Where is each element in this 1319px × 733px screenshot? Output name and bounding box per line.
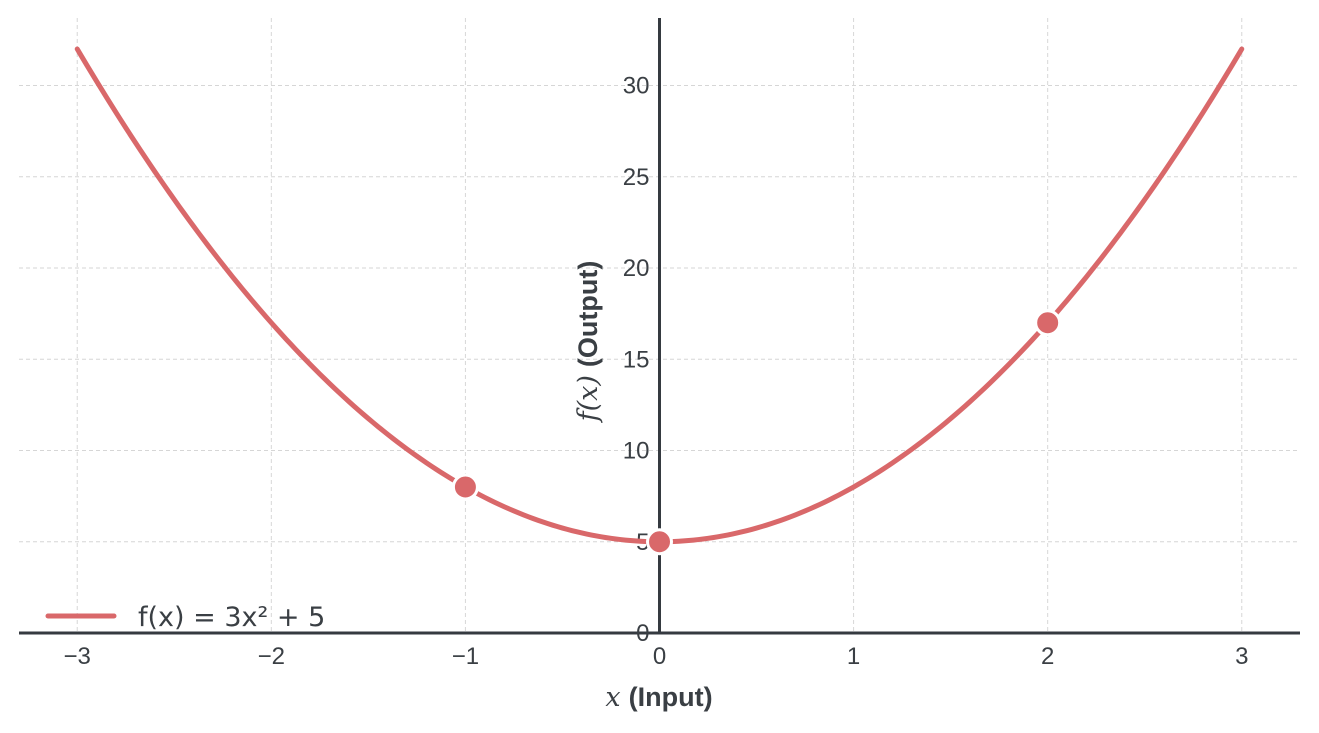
- x-tick-label: −3: [64, 643, 91, 670]
- highlight-points: [451, 309, 1062, 556]
- legend-label: f(x) = 3x² + 5: [138, 602, 325, 633]
- y-tick-label: 15: [623, 346, 650, 373]
- x-tick-label: 1: [847, 643, 860, 670]
- y-tick-label: 10: [623, 438, 650, 465]
- x-tick-label: 2: [1041, 643, 1054, 670]
- y-tick-label: 0: [636, 620, 649, 647]
- y-axis-text: (Output): [573, 261, 603, 367]
- x-tick-label: 3: [1235, 643, 1248, 670]
- highlight-point: [1034, 309, 1062, 337]
- legend: f(x) = 3x² + 5: [45, 602, 325, 633]
- y-axis-var: f(x): [573, 375, 604, 423]
- y-tick-label: 30: [623, 73, 650, 100]
- x-tick-label: −1: [452, 643, 479, 670]
- highlight-point: [451, 473, 479, 501]
- x-tick-label: −2: [258, 643, 285, 670]
- y-axis-title: f(x) (Output): [573, 261, 604, 424]
- x-tick-label: 0: [653, 643, 666, 670]
- highlight-point: [646, 528, 673, 556]
- y-tick-label: 25: [623, 164, 650, 191]
- x-axis-text: (Input): [629, 682, 713, 712]
- x-tick-labels: −3 −2 −1 0 1 2 3: [64, 643, 1249, 670]
- x-axis-title: x (Input): [605, 682, 712, 713]
- y-tick-label: 20: [623, 255, 650, 282]
- x-axis-var: x: [605, 682, 620, 713]
